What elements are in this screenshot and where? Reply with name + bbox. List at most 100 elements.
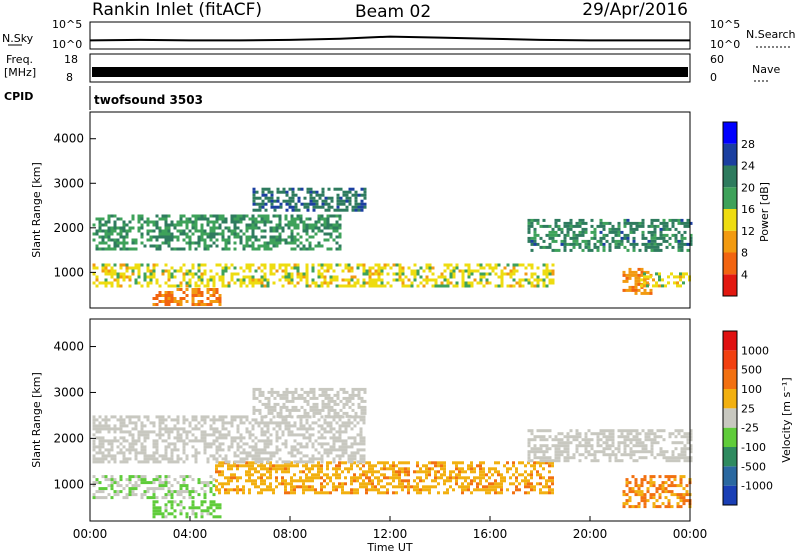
heatmap-cell (671, 245, 675, 249)
heatmap-cell (335, 430, 339, 434)
heatmap-cell (254, 454, 258, 458)
heatmap-cell (227, 421, 231, 425)
heatmap-cell (272, 229, 276, 233)
heatmap-cell (254, 460, 258, 464)
heatmap-cell (125, 424, 129, 428)
heatmap-cell (530, 482, 533, 486)
heatmap-cell (170, 275, 174, 279)
heatmap-cell (488, 266, 492, 270)
heatmap-cell (272, 454, 276, 458)
heatmap-cell (161, 454, 165, 458)
heatmap-cell (461, 275, 465, 279)
heatmap-cell (218, 482, 221, 486)
heatmap-cell (293, 460, 297, 464)
heatmap-cell (665, 227, 669, 231)
heatmap-cell (251, 244, 255, 248)
heatmap-cell (527, 438, 531, 442)
heatmap-cell (455, 263, 459, 267)
heatmap-cell (167, 433, 171, 437)
heatmap-cell (113, 229, 117, 233)
heatmap-cell (338, 247, 342, 251)
heatmap-cell (599, 239, 603, 243)
heatmap-cell (348, 396, 352, 400)
heatmap-cell (587, 242, 591, 246)
heatmap-cell (452, 269, 456, 273)
heatmap-cell (530, 248, 534, 252)
heatmap-cell (578, 245, 582, 249)
heatmap-cell (182, 229, 186, 233)
heatmap-cell (652, 475, 656, 479)
heatmap-cell (281, 482, 284, 486)
heatmap-cell (266, 451, 270, 455)
heatmap-cell (332, 238, 336, 242)
heatmap-cell (197, 288, 201, 291)
heatmap-cell (335, 476, 338, 480)
heatmap-cell (455, 479, 458, 483)
heatmap-cell (230, 479, 233, 483)
heatmap-cell (275, 430, 279, 434)
heatmap-cell (665, 456, 669, 460)
heatmap-cell (215, 238, 219, 242)
heatmap-cell (682, 499, 686, 503)
heatmap-cell (398, 485, 401, 489)
heatmap-cell (149, 281, 153, 285)
heatmap-cell (188, 430, 192, 434)
heatmap-cell (336, 199, 340, 203)
heatmap-cell (614, 447, 618, 451)
heatmap-cell (143, 493, 147, 497)
heatmap-cell (278, 241, 282, 245)
heatmap-cell (191, 297, 195, 300)
heatmap-cell (161, 235, 165, 239)
heatmap-cell (317, 470, 320, 474)
heatmap-cell (305, 278, 309, 282)
heatmap-cell (239, 266, 243, 270)
heatmap-cell (667, 475, 671, 479)
heatmap-cell (137, 433, 141, 437)
nsky-panel-frame (89, 21, 691, 50)
heatmap-cell (299, 275, 303, 279)
heatmap-cell (342, 402, 346, 406)
heatmap-cell (306, 202, 310, 206)
heatmap-cell (641, 230, 645, 234)
heatmap-cell (305, 421, 309, 425)
heatmap-cell (572, 245, 576, 249)
heatmap-cell (338, 223, 342, 227)
heatmap-cell (374, 470, 377, 474)
heatmap-cell (221, 457, 225, 461)
heatmap-cell (122, 244, 126, 248)
heatmap-cell (323, 232, 327, 236)
heatmap-cell (179, 490, 183, 494)
heatmap-cell (179, 281, 183, 285)
heatmap-cell (656, 224, 660, 228)
heatmap-cell (640, 493, 644, 497)
heatmap-cell (266, 488, 269, 492)
heatmap-cell (287, 275, 291, 279)
heatmap-cell (179, 427, 183, 431)
heatmap-cell (185, 235, 189, 239)
heatmap-cell (329, 421, 333, 425)
heatmap-cell (188, 424, 192, 428)
heatmap-cell (287, 241, 291, 245)
heatmap-cell (104, 457, 108, 461)
heatmap-cell (140, 241, 144, 245)
heatmap-cell (143, 481, 147, 485)
heatmap-cell (398, 482, 401, 486)
heatmap-cell (500, 491, 503, 495)
heatmap-cell (140, 226, 144, 230)
heatmap-cell (311, 226, 315, 230)
heatmap-cell (254, 238, 258, 242)
heatmap-cell (242, 217, 246, 221)
heatmap-cell (152, 493, 156, 497)
heatmap-cell (362, 482, 365, 486)
heatmap-cell (209, 512, 213, 516)
heatmap-cell (617, 233, 621, 237)
heatmap-cell (320, 266, 324, 270)
heatmap-cell (221, 448, 225, 452)
heatmap-cell (269, 266, 273, 270)
heatmap-cell (113, 490, 117, 494)
heatmap-cell (248, 470, 251, 474)
heatmap-cell (512, 272, 516, 276)
heatmap-cell (218, 503, 222, 507)
heatmap-cell (143, 445, 147, 449)
heatmap-cell (233, 223, 237, 227)
